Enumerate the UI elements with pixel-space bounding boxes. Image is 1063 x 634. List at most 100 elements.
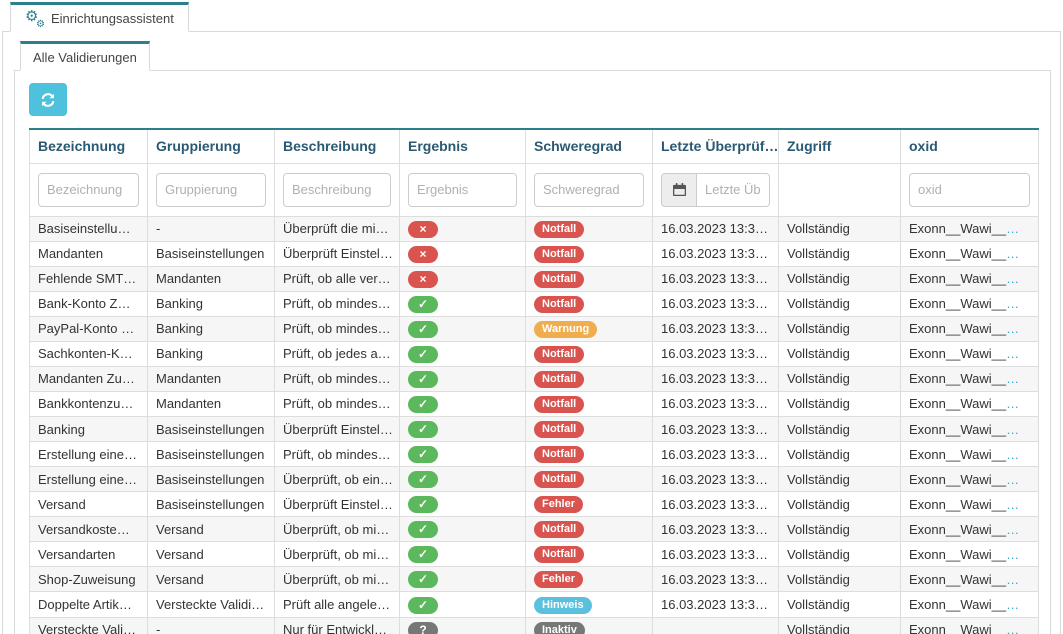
table-row[interactable]: Mandanten Zu… Mandanten Prüft, ob mindes… ✓… <box>29 365 1039 392</box>
filter-bezeichnung-input[interactable] <box>38 172 139 207</box>
cell-schweregrad: Hinweis <box>525 591 653 618</box>
cell-zugriff: Vollständig <box>778 591 901 618</box>
table-row[interactable]: Doppelte Artik… Versteckte Validi… Prüft a… <box>29 591 1039 618</box>
severity-badge: Notfall <box>534 446 585 464</box>
cell-oxid: Exonn__Wawi__… <box>900 315 1039 342</box>
cell-zugriff: Vollständig <box>778 441 901 468</box>
cell-gruppierung: Mandanten <box>147 265 275 292</box>
cell-beschreibung: Überprüft, ob mi… <box>274 516 400 543</box>
cell-letzte_ueberpruefung <box>652 616 779 634</box>
severity-badge: Warnung <box>534 320 598 338</box>
cell-zugriff: Vollständig <box>778 290 901 317</box>
table-row[interactable]: Erstellung eine… Basiseinstellungen Prüft,… <box>29 441 1039 468</box>
column-header-schweregrad[interactable]: Schweregrad <box>525 128 653 164</box>
table-row[interactable]: Bank-Konto Z… Banking Prüft, ob mindes… ✓ No… <box>29 290 1039 317</box>
column-header-ergebnis[interactable]: Ergebnis <box>399 128 526 164</box>
cell-bezeichnung: Versteckte Vali… <box>29 616 148 634</box>
filter-gruppierung-input[interactable] <box>156 172 266 207</box>
table-row[interactable]: PayPal-Konto … Banking Prüft, ob mindes… ✓ W… <box>29 315 1039 342</box>
tab-einrichtungsassistent[interactable]: ⚙ ⚙ Einrichtungsassistent <box>10 2 189 32</box>
calendar-icon <box>672 183 686 196</box>
cell-gruppierung: Banking <box>147 340 275 367</box>
cell-letzte_ueberpruefung: 16.03.2023 13:3… <box>652 315 779 342</box>
filter-beschreibung-input[interactable] <box>283 172 391 207</box>
grid-wrap: Bezeichnung Gruppierung Beschreibung Ergebn… <box>29 128 1039 634</box>
truncation-mark: … <box>1006 496 1020 512</box>
column-header-beschreibung[interactable]: Beschreibung <box>274 128 400 164</box>
cell-oxid: Exonn__Wawi__… <box>900 466 1039 493</box>
truncation-mark: … <box>1006 596 1020 612</box>
cell-bezeichnung: Fehlende SMT… <box>29 265 148 292</box>
cell-oxid: Exonn__Wawi__… <box>900 415 1039 443</box>
table-row[interactable]: Banking Basiseinstellungen Überprüft Einst… <box>29 415 1039 443</box>
cogs-icon: ⚙ ⚙ <box>25 7 45 30</box>
filter-cell-oxid <box>900 162 1039 217</box>
cell-bezeichnung: Banking <box>29 415 148 443</box>
result-badge: ✓ <box>408 421 438 439</box>
tab-alle-validierungen-label: Alle Validierungen <box>33 49 137 65</box>
column-header-zugriff[interactable]: Zugriff <box>778 128 901 164</box>
cell-ergebnis: ✓ <box>399 390 526 418</box>
cell-zugriff: Vollständig <box>778 390 901 418</box>
severity-badge: Notfall <box>534 396 585 413</box>
cell-bezeichnung: Doppelte Artik… <box>29 591 148 618</box>
column-header-gruppierung[interactable]: Gruppierung <box>147 128 275 164</box>
cell-gruppierung: Banking <box>147 290 275 317</box>
table-row[interactable]: Versteckte Vali… - Nur für Entwickl…? Inakt… <box>29 616 1039 634</box>
table-row[interactable]: Shop-Zuweisung Versand Überprüft, ob mi… ✓ F… <box>29 566 1039 593</box>
cell-schweregrad: Notfall <box>525 365 653 392</box>
cell-beschreibung: Prüft alle angele… <box>274 591 400 618</box>
table-row[interactable]: Fehlende SMT… Mandanten Prüft, ob alle ver… <box>29 265 1039 292</box>
column-header-bezeichnung[interactable]: Bezeichnung <box>29 128 148 164</box>
column-header-letzte_ueberpruefung[interactable]: Letzte Überprüf… <box>652 128 779 164</box>
cell-oxid: Exonn__Wawi__… <box>900 441 1039 468</box>
cell-bezeichnung: Sachkonten-K… <box>29 340 148 367</box>
cell-zugriff: Vollständig <box>778 516 901 543</box>
cell-bezeichnung: Versandkoste… <box>29 516 148 543</box>
severity-badge: Notfall <box>534 345 585 363</box>
cell-schweregrad: Notfall <box>525 415 653 443</box>
cell-beschreibung: Prüft, ob jedes a… <box>274 340 400 367</box>
result-badge: ✓ <box>408 446 438 464</box>
cell-beschreibung: Überprüft, ob mi… <box>274 566 400 593</box>
cell-ergebnis: ✓ <box>399 441 526 468</box>
cell-beschreibung: Überprüft Einstel… <box>274 491 400 518</box>
column-header-oxid[interactable]: oxid <box>900 128 1039 164</box>
truncation-mark: … <box>1006 321 1020 337</box>
table-row[interactable]: Versandkoste… Versand Überprüft, ob mi… ✓ No… <box>29 516 1039 543</box>
validations-grid: Bezeichnung Gruppierung Beschreibung Ergebn… <box>29 128 1039 634</box>
cell-schweregrad: Notfall <box>525 215 653 242</box>
cell-letzte_ueberpruefung: 16.03.2023 13:3… <box>652 390 779 418</box>
truncation-mark: … <box>1006 546 1020 562</box>
cell-oxid: Exonn__Wawi__… <box>900 566 1039 593</box>
cell-oxid: Exonn__Wawi__… <box>900 290 1039 317</box>
filter-letzte_ueberpruefung-input[interactable] <box>697 172 770 207</box>
filter-schweregrad-input[interactable] <box>534 172 644 207</box>
cell-letzte_ueberpruefung: 16.03.2023 13:3… <box>652 591 779 618</box>
calendar-button[interactable] <box>661 172 697 207</box>
cell-beschreibung: Überprüft, ob mi… <box>274 541 400 568</box>
table-row[interactable]: Basiseinstellu… - Überprüft die mi… × Notfal… <box>29 215 1039 242</box>
table-row[interactable]: Bankkontenzu… Mandanten Prüft, ob mindes… ✓… <box>29 390 1039 418</box>
result-badge: ✓ <box>408 370 438 388</box>
cell-gruppierung: Basiseinstellungen <box>147 466 275 493</box>
cell-oxid: Exonn__Wawi__… <box>900 616 1039 634</box>
table-row[interactable]: Sachkonten-K… Banking Prüft, ob jedes a… ✓ N… <box>29 340 1039 367</box>
cell-gruppierung: Versteckte Validi… <box>147 591 275 618</box>
cell-ergebnis: ✓ <box>399 340 526 367</box>
cell-ergebnis: ✓ <box>399 365 526 392</box>
refresh-button[interactable] <box>29 83 67 116</box>
cell-schweregrad: Notfall <box>525 441 653 468</box>
tab-alle-validierungen[interactable]: Alle Validierungen <box>20 41 150 71</box>
table-row[interactable]: Versandarten Versand Überprüft, ob mi… ✓ Not… <box>29 541 1039 568</box>
cell-bezeichnung: Bankkontenzu… <box>29 390 148 418</box>
table-row[interactable]: Mandanten Basiseinstellungen Überprüft Ein… <box>29 240 1039 267</box>
filter-oxid-input[interactable] <box>909 172 1030 207</box>
cell-zugriff: Vollständig <box>778 365 901 392</box>
truncation-mark: … <box>1006 421 1020 437</box>
filter-ergebnis-input[interactable] <box>408 172 517 207</box>
table-row[interactable]: Erstellung eine… Basiseinstellungen Überpr… <box>29 466 1039 493</box>
table-row[interactable]: Versand Basiseinstellungen Überprüft Einst… <box>29 491 1039 518</box>
cell-ergebnis: × <box>399 265 526 292</box>
truncation-mark: … <box>1006 246 1020 262</box>
